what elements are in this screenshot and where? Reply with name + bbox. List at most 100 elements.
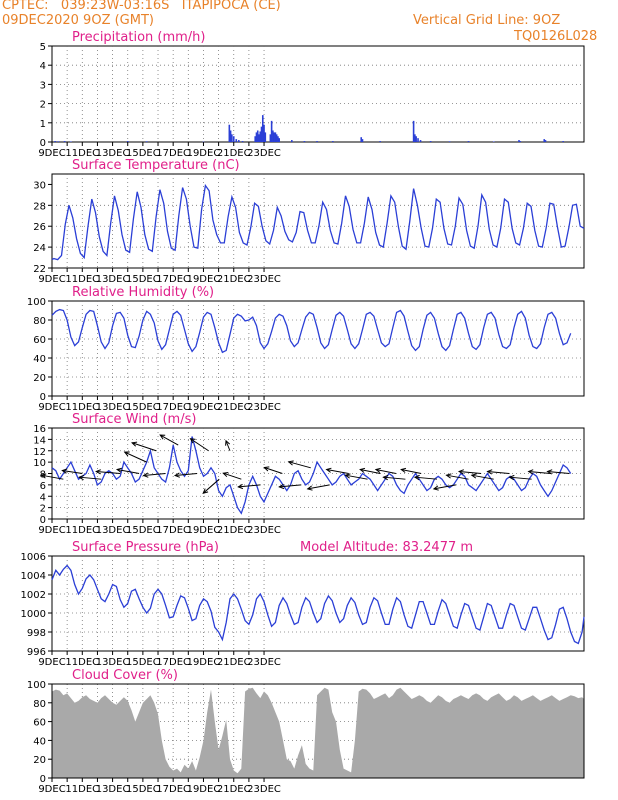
wind-arrow-head [359, 467, 366, 473]
grid-line-label: Vertical Grid Line: 9OZ [413, 13, 561, 28]
cloud-title: Cloud Cover (%) [72, 668, 178, 683]
pressure-annotation: Model Altitude: 83.2477 m [300, 540, 473, 555]
pressure-ytick-label: 1006 [21, 552, 46, 563]
temp-frame [51, 173, 585, 269]
cloud-xtick-label: 23DEC [247, 784, 281, 795]
temp-xtick-label: 17DEC [156, 274, 190, 285]
wind-arrow-head [287, 460, 294, 466]
precip-xtick-label: 23DEC [247, 148, 281, 159]
cloud-xtick-label: 11DEC [65, 784, 99, 795]
precip-bar [332, 141, 334, 142]
cloud-xtick-label: 17DEC [156, 784, 190, 795]
precip-bar [256, 130, 259, 142]
precip-bar [419, 140, 422, 142]
wind-arrow-head [131, 441, 138, 447]
model-label: TQ0126L028 [514, 29, 598, 44]
precip-xtick-label: 13DEC [96, 148, 130, 159]
wind-arrow-head [115, 467, 123, 473]
rh-frame [51, 300, 585, 397]
precip-bar [272, 130, 274, 142]
wind-arrow-head [202, 488, 209, 494]
precip-bar [379, 141, 381, 142]
pressure-title: Surface Pressure (hPa) [72, 540, 219, 555]
cloud-ytick-label: 40 [33, 736, 46, 747]
precip-xtick-label: 11DEC [65, 148, 99, 159]
wind-vector-arrow [433, 484, 456, 490]
precip-bar [263, 124, 265, 142]
temp-xtick-label: 19DEC [187, 274, 221, 285]
wind-arrow-head [222, 472, 229, 478]
wind-arrow-head [189, 438, 196, 444]
precip-bar [275, 134, 278, 142]
wind-ytick-label: 14 [33, 435, 46, 446]
rh-series-line [51, 308, 572, 354]
wind-arrow-head [237, 483, 244, 490]
rh-xtick-label: 9DEC [38, 402, 65, 413]
precip-bar [63, 141, 66, 142]
rh-ytick-label: 100 [27, 297, 46, 308]
temp-series-line [51, 183, 585, 261]
precip-bar [261, 115, 264, 142]
wind-vector-arrow [238, 484, 261, 488]
precip-bar [202, 141, 205, 143]
precip-bar [258, 134, 260, 142]
temp-ytick-label: 26 [33, 222, 46, 233]
wind-arrow-head [61, 468, 68, 474]
wind-xtick-label: 19DEC [187, 525, 221, 536]
pressure-xtick-label: 21DEC [217, 657, 251, 668]
pressure-series-line [51, 564, 585, 645]
wind-vector-arrow [175, 473, 198, 476]
precip-bar [562, 141, 564, 142]
precip-ytick-label: 4 [40, 61, 46, 72]
station-label: CPTEC: 039:23W-03:16S ITAPIPOCA (CE) [2, 0, 281, 13]
pressure-xtick-label: 9DEC [38, 657, 65, 668]
pressure-frame [51, 555, 585, 652]
rh-xtick-label: 19DEC [187, 402, 221, 413]
precip-ytick-label: 1 [40, 119, 46, 130]
precip-bar [277, 136, 279, 142]
wind-vector-arrow [116, 469, 140, 474]
cloud-xtick-label: 13DEC [96, 784, 130, 795]
cloud-frame-top [51, 683, 585, 779]
temp-xtick-label: 13DEC [96, 274, 130, 285]
temp-xtick-label: 9DEC [38, 274, 65, 285]
precip-bar [429, 141, 432, 142]
wind-ytick-label: 10 [33, 458, 46, 469]
wind-vector-arrow [96, 471, 121, 474]
wind-xtick-label: 21DEC [217, 525, 251, 536]
temp-xtick-label: 21DEC [217, 274, 251, 285]
wind-vector-arrow [547, 471, 570, 474]
wind-arrow-head [457, 469, 464, 475]
cloud-ytick-label: 0 [40, 774, 46, 785]
cloud-ytick-label: 60 [33, 718, 46, 729]
precip-ytick-label: 0 [40, 138, 46, 149]
precip-bar [269, 134, 272, 142]
wind-ytick-label: 2 [40, 504, 46, 515]
wind-vector-arrow [288, 461, 311, 469]
wind-vector-arrow [375, 469, 397, 474]
precip-ytick-label: 5 [40, 42, 46, 53]
wind-vector-arrow [446, 474, 469, 480]
wind-arrow-head [445, 473, 452, 479]
precip-xtick-label: 21DEC [217, 148, 251, 159]
wind-ytick-label: 4 [40, 492, 46, 503]
cloud-ytick-label: 80 [33, 699, 46, 710]
precip-title: Precipitation (mm/h) [72, 30, 205, 45]
wind-arrow-head [546, 469, 553, 475]
wind-xtick-label: 15DEC [126, 525, 160, 536]
wind-arrow-head [432, 485, 439, 491]
wind-vector-arrow [279, 484, 302, 488]
precip-xtick-label: 9DEC [38, 148, 65, 159]
wind-arrow-head [173, 472, 180, 478]
precip-ytick-label: 3 [40, 80, 46, 91]
wind-vector-arrow [360, 469, 381, 474]
rh-xtick-label: 23DEC [247, 402, 281, 413]
wind-arrow-head [486, 469, 493, 475]
temp-ytick-label: 22 [33, 264, 46, 275]
chart-header: CPTEC: 039:23W-03:16S ITAPIPOCA (CE) 09D… [0, 0, 618, 46]
wind-arrow-head [142, 472, 149, 478]
temp-title: Surface Temperature (nC) [72, 158, 240, 173]
rh-ytick-label: 60 [33, 335, 46, 346]
rh-ytick-label: 80 [33, 316, 46, 327]
precip-bar [229, 130, 232, 142]
